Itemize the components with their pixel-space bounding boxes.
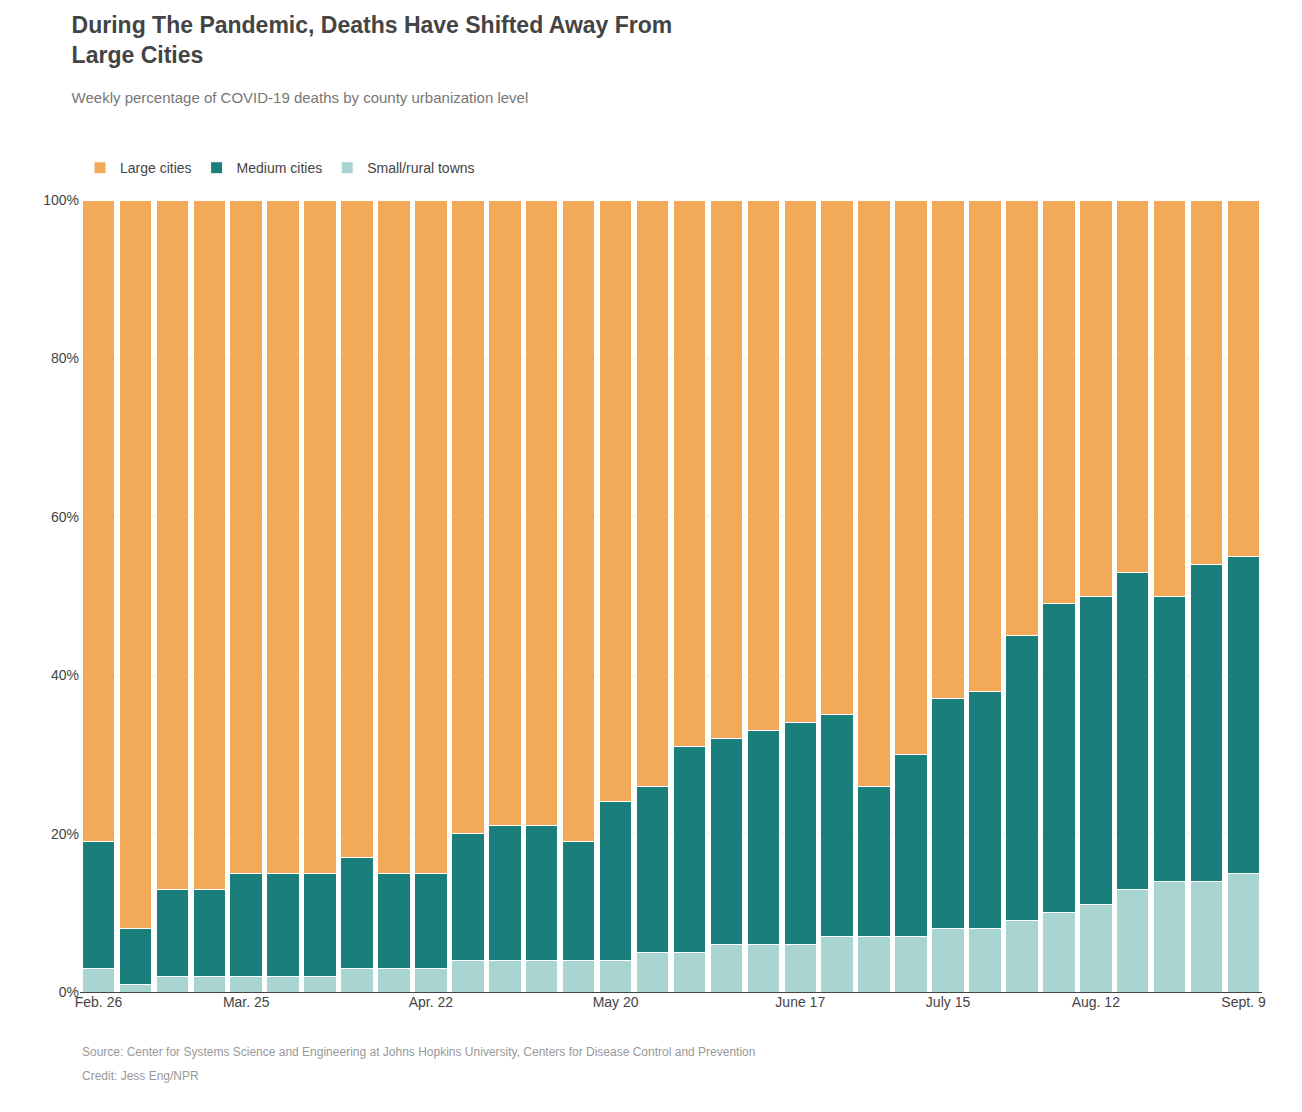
svg-text:Sept. 9: Sept. 9	[1221, 994, 1266, 1010]
svg-text:60%: 60%	[51, 509, 79, 525]
svg-text:Credit: Jess Eng/NPR: Credit: Jess Eng/NPR	[82, 1069, 199, 1083]
svg-text:100%: 100%	[43, 192, 79, 208]
svg-text:Medium cities: Medium cities	[237, 160, 323, 176]
svg-text:Source: Center for Systems Sci: Source: Center for Systems Science and E…	[82, 1045, 755, 1059]
svg-text:Weekly percentage of COVID-19: Weekly percentage of COVID-19 deaths by …	[72, 89, 529, 106]
svg-text:0%: 0%	[59, 984, 79, 1000]
svg-text:Large cities: Large cities	[120, 160, 192, 176]
svg-text:40%: 40%	[51, 667, 79, 683]
svg-text:May 20: May 20	[593, 994, 639, 1010]
svg-text:Feb. 26: Feb. 26	[75, 994, 123, 1010]
svg-text:July 15: July 15	[926, 994, 971, 1010]
svg-text:Small/rural towns: Small/rural towns	[367, 160, 474, 176]
svg-text:Aug. 12: Aug. 12	[1072, 994, 1120, 1010]
svg-text:Mar. 25: Mar. 25	[223, 994, 270, 1010]
svg-text:80%: 80%	[51, 350, 79, 366]
svg-text:During The Pandemic, Deaths Ha: During The Pandemic, Deaths Have Shifted…	[72, 12, 673, 68]
svg-text:20%: 20%	[51, 826, 79, 842]
svg-text:Apr. 22: Apr. 22	[409, 994, 454, 1010]
svg-text:June 17: June 17	[775, 994, 825, 1010]
